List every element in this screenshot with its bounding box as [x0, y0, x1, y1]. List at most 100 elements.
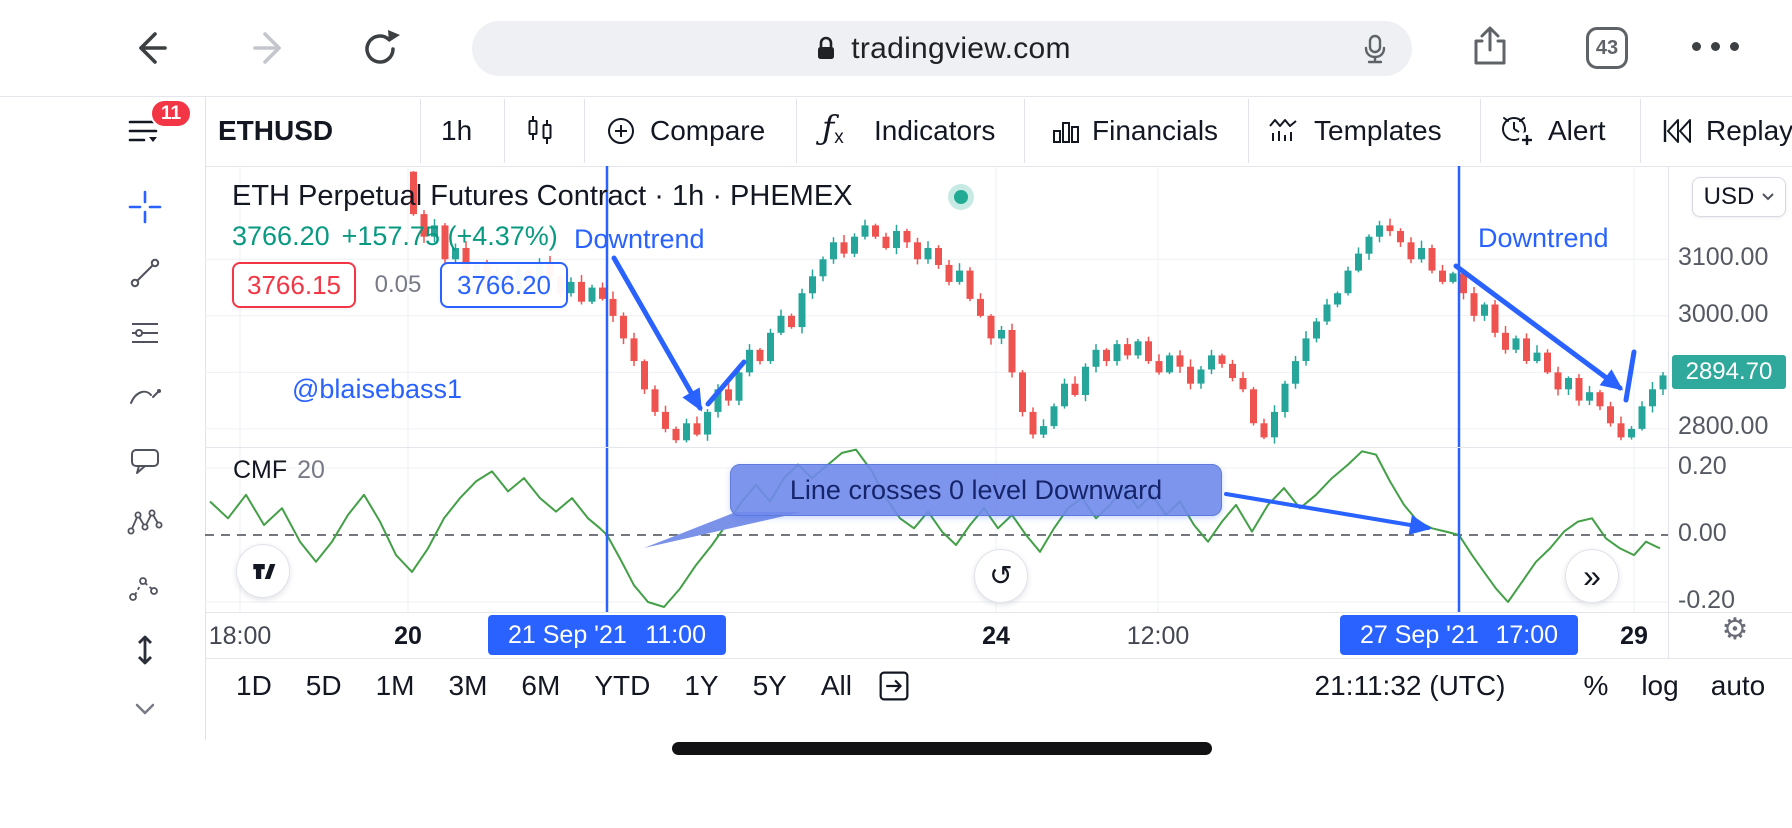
- replay-icon[interactable]: [1658, 113, 1694, 149]
- indicators-button[interactable]: Indicators: [874, 115, 996, 146]
- time-axis[interactable]: 18:00 20 24 12:00 29 21 Sep '21 11:00 27 Sep '2…: [0, 612, 1792, 658]
- notification-badge: 11: [150, 99, 192, 128]
- symbol-button[interactable]: ETHUSD: [218, 115, 334, 146]
- callout-tail: [644, 512, 802, 548]
- last-price-badge: 2894.70: [1672, 355, 1786, 389]
- chart-type-icon[interactable]: [522, 113, 558, 149]
- tradingview-logo[interactable]: [236, 544, 290, 598]
- last-price: 3766.20: [232, 221, 330, 251]
- user-watermark: @blaisebass1: [292, 374, 463, 404]
- time-tick: 24: [982, 622, 1010, 650]
- browser-menu-icon[interactable]: [1692, 42, 1739, 51]
- replay-button[interactable]: Replay: [1706, 115, 1792, 146]
- time-axis-divider: [205, 612, 1792, 613]
- axis-label: -0.20: [1678, 586, 1735, 614]
- double-chevron-right-icon: »: [1583, 558, 1601, 594]
- toolbar-divider: [205, 166, 1792, 167]
- tab-switcher-button[interactable]: 43: [1586, 27, 1628, 69]
- fib-lines-tool-icon[interactable]: [127, 315, 163, 351]
- axis-label: 3000.00: [1678, 300, 1769, 328]
- price-axis[interactable]: 3100.00 3000.00 2800.00 0.20 0.00 -0.20: [1668, 0, 1792, 828]
- currency-label: USD: [1703, 183, 1755, 210]
- range-1m[interactable]: 1M: [375, 670, 415, 701]
- browser-reload-button[interactable]: [356, 25, 404, 73]
- text-note-tool-icon[interactable]: [127, 442, 163, 478]
- scroll-right-button[interactable]: »: [1565, 549, 1619, 603]
- axis-label: 2800.00: [1678, 412, 1769, 440]
- cmf-line[interactable]: [209, 448, 1661, 608]
- replay-reset-button[interactable]: ↺: [974, 549, 1028, 603]
- log-scale-button[interactable]: log: [1641, 670, 1679, 701]
- clock-utc[interactable]: 21:11:32 (UTC): [1314, 670, 1506, 701]
- range-all[interactable]: All: [820, 670, 852, 701]
- alert-button[interactable]: Alert: [1548, 115, 1606, 146]
- range-5d[interactable]: 5D: [305, 670, 342, 701]
- browser-forward-button[interactable]: [244, 24, 292, 72]
- financials-button[interactable]: Financials: [1092, 115, 1219, 146]
- date-range-row: 1D 5D 1M 3M 6M YTD 1Y 5Y All: [236, 670, 852, 702]
- percent-scale-button[interactable]: %: [1583, 670, 1609, 701]
- gridlines: [205, 166, 1668, 612]
- price-change-row: 3766.20 +157.75 (+4.37%): [232, 221, 558, 252]
- buy-button[interactable]: 3766.20: [440, 262, 568, 308]
- compare-button[interactable]: Compare: [650, 115, 766, 146]
- chart-title[interactable]: ETH Perpetual Futures Contract · 1h · PH…: [232, 180, 853, 212]
- compare-icon[interactable]: [604, 114, 638, 148]
- tab-count: 43: [1595, 36, 1619, 59]
- goto-date-icon[interactable]: [874, 666, 914, 706]
- forecast-tool-icon[interactable]: [127, 570, 163, 606]
- financials-icon[interactable]: [1048, 113, 1084, 149]
- sidebar-divider: [205, 97, 206, 740]
- event-date-box: 27 Sep '21 17:00: [1340, 615, 1578, 655]
- alert-icon[interactable]: [1498, 112, 1536, 150]
- downtrend-label-2[interactable]: Downtrend: [1478, 223, 1609, 253]
- range-3m[interactable]: 3M: [448, 670, 488, 701]
- mic-icon[interactable]: [1358, 32, 1392, 66]
- main-menu-icon[interactable]: [124, 112, 162, 150]
- downtrend-label-1[interactable]: Downtrend: [574, 224, 705, 254]
- reset-icon: ↺: [989, 560, 1013, 591]
- range-5y[interactable]: 5Y: [752, 670, 787, 701]
- chart-canvas[interactable]: [205, 166, 1668, 612]
- range-ytd[interactable]: YTD: [594, 670, 651, 701]
- templates-button[interactable]: Templates: [1314, 115, 1442, 146]
- cmf-legend[interactable]: CMF 20: [233, 456, 325, 485]
- url-text: tradingview.com: [851, 31, 1071, 65]
- callout-annotation[interactable]: Line crosses 0 level Downward: [730, 464, 1222, 516]
- settings-gear-icon[interactable]: ⚙: [1721, 613, 1749, 646]
- crosshair-tool-icon[interactable]: [127, 189, 163, 225]
- indicators-icon[interactable]: ƒx: [822, 108, 844, 149]
- indicator-name: CMF: [233, 456, 288, 484]
- brush-tool-icon[interactable]: [127, 380, 163, 416]
- url-bar[interactable]: tradingview.com: [472, 21, 1412, 76]
- event-date-box: 21 Sep '21 11:00: [488, 615, 726, 655]
- time-tick: 18:00: [208, 622, 272, 650]
- auto-scale-button[interactable]: auto: [1710, 670, 1766, 701]
- xabcd-pattern-tool-icon[interactable]: [127, 505, 163, 541]
- bottom-toolbar-divider: [205, 658, 1792, 659]
- candlestick-series[interactable]: [410, 171, 1667, 444]
- tradingview-logo-mark: [253, 563, 276, 579]
- indicator-param: 20: [297, 456, 325, 484]
- share-icon[interactable]: [1467, 23, 1513, 69]
- templates-icon[interactable]: [1266, 113, 1302, 149]
- axis-label: 3100.00: [1678, 243, 1769, 271]
- browser-back-button[interactable]: [128, 24, 176, 72]
- time-tick: 12:00: [1126, 622, 1190, 650]
- interval-button[interactable]: 1h: [441, 115, 473, 146]
- spread-value: 0.05: [374, 271, 422, 298]
- axis-label: 0.20: [1678, 452, 1727, 480]
- pane-divider[interactable]: [205, 447, 1792, 448]
- currency-selector[interactable]: USD: [1692, 177, 1786, 217]
- price-change: +157.75 (+4.37%): [341, 221, 558, 251]
- trend-arrows[interactable]: [611, 255, 1637, 548]
- range-6m[interactable]: 6M: [521, 670, 561, 701]
- sidebar-more-chevron-icon[interactable]: [131, 700, 159, 720]
- sell-button[interactable]: 3766.15: [232, 262, 356, 308]
- trendline-tool-icon[interactable]: [127, 255, 163, 291]
- time-tick: 20: [394, 622, 422, 650]
- time-tick: 29: [1620, 622, 1648, 650]
- price-range-tool-icon[interactable]: [127, 632, 163, 668]
- range-1y[interactable]: 1Y: [684, 670, 719, 701]
- range-1d[interactable]: 1D: [236, 670, 272, 701]
